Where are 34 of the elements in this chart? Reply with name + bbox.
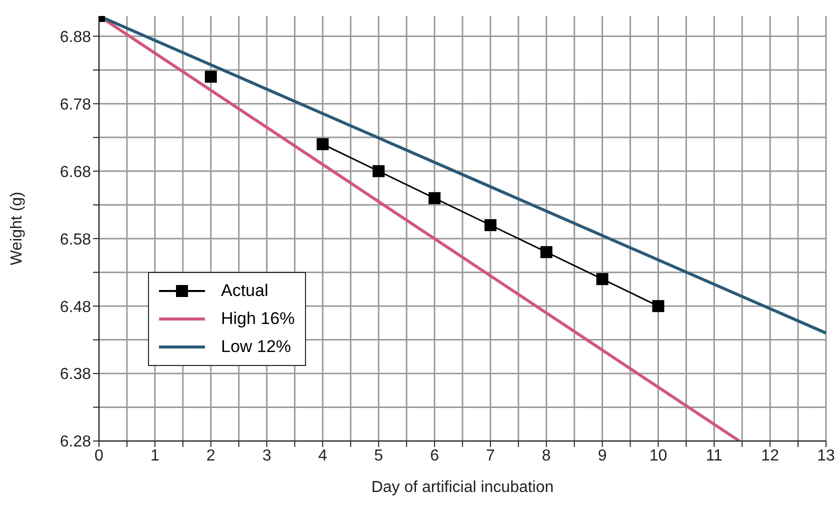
point xyxy=(484,219,496,232)
x-tick-label: 1 xyxy=(150,447,160,464)
x-tick-label: 8 xyxy=(542,447,551,464)
x-tick-label: 6 xyxy=(430,447,440,464)
point xyxy=(596,273,608,286)
x-tick-label: 5 xyxy=(374,447,384,464)
x-tick-label: 3 xyxy=(262,447,272,464)
y-tick-label: 6.48 xyxy=(60,298,92,316)
y-axis-title: Weight (g) xyxy=(8,192,26,266)
point xyxy=(652,300,664,312)
x-tick-label: 9 xyxy=(598,447,607,464)
x-tick-label: 11 xyxy=(706,447,723,464)
y-tick-label: 6.88 xyxy=(60,28,92,46)
x-tick-label: 10 xyxy=(649,447,668,464)
legend-label: Actual xyxy=(221,281,268,301)
x-tick-label: 13 xyxy=(817,447,835,464)
x-tick-label: 12 xyxy=(761,447,780,464)
legend-label: Low 12% xyxy=(221,337,291,357)
y-tick-label: 6.78 xyxy=(60,96,92,114)
x-tick-label: 2 xyxy=(206,447,216,464)
x-tick-label: 7 xyxy=(486,447,496,464)
point xyxy=(372,165,385,178)
point xyxy=(316,138,329,150)
point xyxy=(428,192,441,204)
x-tick-label: 4 xyxy=(318,447,328,464)
y-tick-label: 6.38 xyxy=(60,366,92,384)
x-tick-label: 0 xyxy=(94,447,104,464)
y-tick-label: 6.28 xyxy=(60,434,92,451)
y-tick-label: 6.58 xyxy=(60,231,92,248)
legend-label: High 16% xyxy=(221,309,295,329)
point xyxy=(204,70,217,83)
y-tick-label: 6.68 xyxy=(60,164,92,181)
x-axis-title: Day of artificial incubation xyxy=(371,479,554,496)
point xyxy=(540,246,552,258)
